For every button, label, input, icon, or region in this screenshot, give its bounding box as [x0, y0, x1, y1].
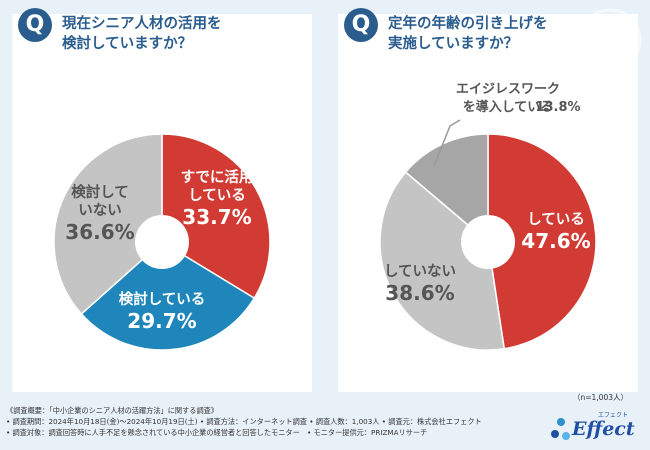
chart-panel-left: Q 現在シニア人材の活用を 検討していますか？ すでに活用 している 33.7% 検討…: [12, 8, 312, 392]
slice-category-label: 検討している: [119, 290, 206, 308]
survey-footer: 《調査概要：「中小企業のシニア人材の活躍方法」に関する調査》 • 調査期間：20…: [6, 405, 482, 438]
slice-value-label: 13.8%: [535, 100, 580, 115]
slice-value-label: 29.7%: [127, 309, 196, 333]
leader-line: [433, 119, 461, 167]
logo-ruby: エフェクト: [598, 412, 629, 419]
donut-hole: [135, 215, 189, 269]
question-icon: Q: [18, 8, 52, 42]
slice-category-label: している: [188, 187, 246, 204]
slice-value-label: 38.6%: [385, 281, 454, 305]
title-line: 検討していますか？: [62, 36, 193, 52]
slice-category-label: していない: [384, 263, 456, 280]
footer-line: 《調査概要：「中小企業のシニア人材の活躍方法」に関する調査》: [6, 406, 219, 415]
slice-category-label: エイジレスワーク: [456, 82, 560, 97]
title-line: 現在シニア人材の活用を: [62, 16, 222, 32]
donut-hole: [461, 215, 515, 269]
footer-line: • 調査対象：調査回答時に人手不足を懸念されている中小企業の経営者と回答したモニ…: [6, 428, 428, 437]
pie-slice: [487, 133, 597, 350]
pie-slice: [161, 133, 271, 300]
footer-line: • 調査期間：2024年10月18日(金)〜2024年10月19日(土) • 調…: [6, 417, 482, 426]
slice-category-label: 検討して: [71, 183, 129, 201]
pie-slice: [379, 171, 506, 351]
sample-size-note: （n=1,003人）: [572, 393, 628, 402]
slice-value-label: 47.6%: [521, 229, 590, 253]
title-line: 実施していますか？: [388, 36, 519, 52]
slice-category-label: すでに活用: [181, 168, 254, 186]
slice-category-label: している: [527, 211, 585, 228]
pie-slice: [80, 241, 256, 351]
question-icon: Q: [344, 8, 378, 42]
logo-text: Effect: [572, 418, 635, 440]
slice-value-label: 36.6%: [65, 220, 134, 244]
chart-panel-right: Q 定年の年齢の引き上げを 実施していますか？ している 47.6% していない 38…: [338, 8, 638, 392]
slice-category-label: を導入している: [463, 99, 554, 115]
slice-category-label: いない: [78, 202, 122, 219]
pie-slice: [53, 133, 163, 315]
chart-title: 現在シニア人材の活用を 検討していますか？: [62, 14, 302, 54]
logo-icon: [551, 418, 570, 440]
effect-logo: エフェクト Effect: [550, 410, 640, 444]
chart-title: 定年の年齢の引き上げを 実施していますか？: [388, 14, 628, 54]
title-line: 定年の年齢の引き上げを: [388, 16, 548, 32]
slice-value-label: 33.7%: [182, 205, 251, 229]
